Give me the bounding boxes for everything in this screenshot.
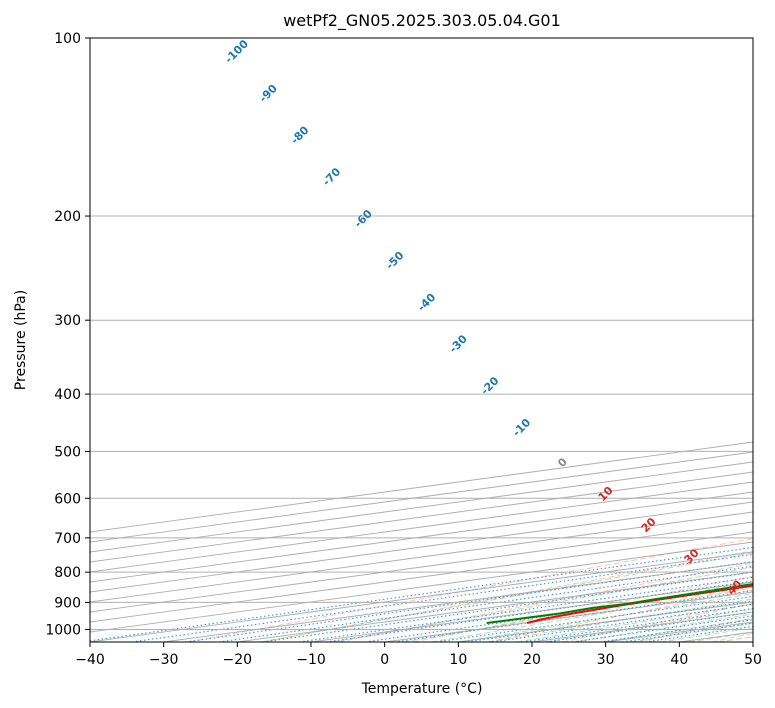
mixing-ratio-line <box>90 546 753 642</box>
dry-adiabat <box>188 538 753 642</box>
mixing-ratio-line <box>492 603 753 642</box>
mixing-ratio-line <box>436 595 753 642</box>
y-tick-label: 300 <box>54 313 81 329</box>
isotherm <box>90 531 753 623</box>
isotherm <box>90 521 753 613</box>
isotherm <box>90 481 753 573</box>
y-tick-label: 500 <box>54 444 81 460</box>
x-axis: −40 −30 −20 −10 0 10 20 30 40 50 <box>75 642 762 668</box>
y-tick-label: 400 <box>54 387 81 403</box>
plot-frame <box>89 37 754 643</box>
x-tick-label: 0 <box>380 652 389 668</box>
y-axis-title: Pressure (hPa) <box>13 290 29 390</box>
moist-adiabat <box>459 592 753 642</box>
x-tick-label: 10 <box>449 652 467 668</box>
x-tick-label: 40 <box>670 652 688 668</box>
isotherm <box>90 501 753 593</box>
x-axis-title: Temperature (°C) <box>361 681 483 697</box>
moist-adiabat <box>431 587 753 642</box>
dry-adiabat <box>412 575 753 642</box>
y-tick-label: 900 <box>54 595 81 611</box>
dry-adiabat <box>487 589 753 642</box>
x-tick-label: −40 <box>75 652 105 668</box>
isotherm <box>90 471 753 563</box>
y-tick-label: 700 <box>54 531 81 547</box>
isotherm <box>90 451 753 543</box>
moist-adiabat <box>516 603 753 642</box>
y-tick-label: 200 <box>54 209 81 225</box>
x-tick-label: 20 <box>523 652 541 668</box>
x-tick-label: −10 <box>296 652 326 668</box>
y-tick-label: 800 <box>54 565 81 581</box>
x-tick-label: 50 <box>744 652 762 668</box>
x-tick-label: 30 <box>597 652 615 668</box>
y-tick-label: 1000 <box>45 622 81 638</box>
x-tick-label: −30 <box>149 652 179 668</box>
isotherm <box>90 511 753 603</box>
chart-title: wetPf2_GN05.2025.303.05.04.G01 <box>283 11 561 31</box>
y-tick-label: 100 <box>54 31 81 47</box>
y-axis: 1000 900 800 700 600 500 400 300 200 100 <box>45 31 90 638</box>
isotherm <box>90 491 753 583</box>
x-tick-label: −20 <box>223 652 253 668</box>
y-tick-label: 600 <box>54 491 81 507</box>
moist-adiabat <box>260 552 753 642</box>
moist-adiabat <box>332 566 753 642</box>
isotherm <box>90 461 753 553</box>
dry-adiabat <box>263 550 753 642</box>
